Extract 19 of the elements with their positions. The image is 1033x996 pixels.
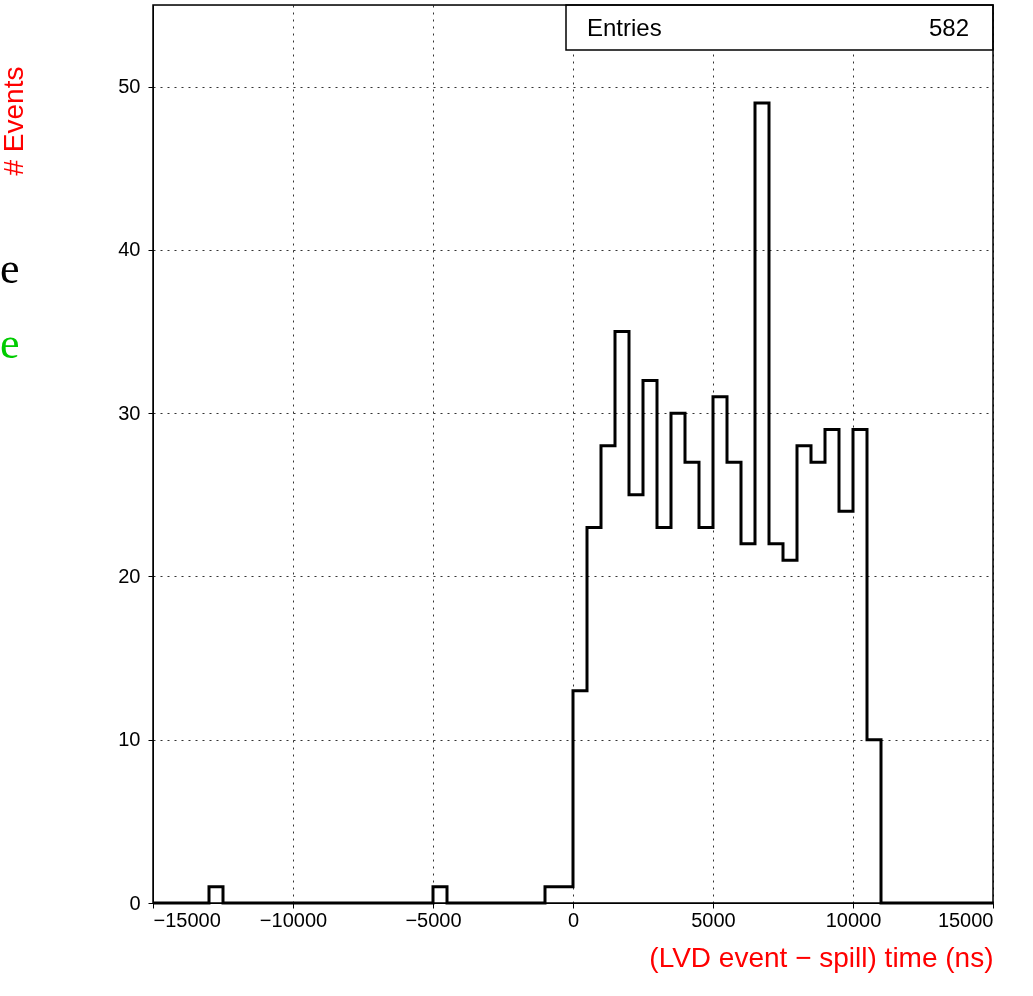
y-tick-label: 20 <box>118 564 141 587</box>
x-axis-title: (LVD event − spill) time (ns) <box>649 941 994 973</box>
y-tick-label: 10 <box>118 728 141 751</box>
text: e <box>0 244 20 293</box>
x-tick-label: 10000 <box>825 908 882 931</box>
x-tick-label: −15000 <box>153 908 221 931</box>
annotation: Entries <box>587 14 662 41</box>
text: e <box>0 319 20 368</box>
y-tick-label: 50 <box>118 75 141 98</box>
x-tick-label: −10000 <box>259 908 328 931</box>
x-tick-label: 15000 <box>937 908 994 931</box>
y-tick-label: 30 <box>118 401 141 424</box>
annotation: 582 <box>928 14 969 41</box>
y-tick-label: 40 <box>118 238 141 261</box>
x-tick-label: 5000 <box>691 908 736 931</box>
x-tick-label: 0 <box>567 908 580 931</box>
y-axis-title: # Events <box>0 66 29 176</box>
x-tick-label: −5000 <box>405 908 462 931</box>
y-tick-label: 0 <box>129 891 141 914</box>
